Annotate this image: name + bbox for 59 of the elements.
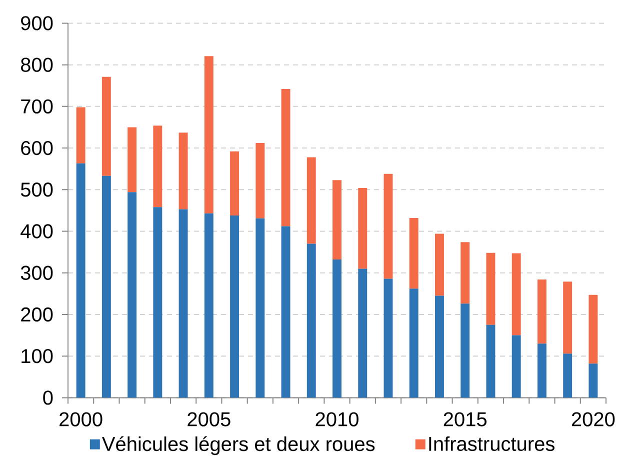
bar [204,213,214,398]
bar [256,218,265,398]
bar [128,192,137,398]
bar [409,218,418,289]
bar [153,207,162,398]
x-tick-label: 2020 [572,412,615,426]
bar [537,280,546,344]
bar [409,288,418,398]
y-tick-label: 700 [21,99,53,114]
y-tick-label: 0 [43,390,53,405]
bar [306,157,316,244]
bar [76,163,86,398]
bar [486,324,496,398]
bar [460,304,470,398]
bar [512,253,521,336]
y-tick-label: 600 [21,140,53,156]
x-tick-label: 2000 [60,412,102,426]
bar [230,151,240,216]
bar [563,282,572,354]
x-tick-label: 2015 [444,412,486,426]
y-tick-label: 900 [21,16,53,30]
y-tick-label: 500 [20,182,53,197]
legend-label: Véhicules légers et deux roues [102,436,375,456]
bar [434,296,444,398]
bar [128,127,137,192]
y-tick-label: 100 [22,349,53,364]
y-tick-label: 400 [20,224,53,238]
bar [102,176,111,398]
bar [358,268,368,398]
y-tick-label: 800 [20,58,53,72]
bar [358,188,368,269]
bar [588,294,598,364]
bar [384,174,393,279]
bar [434,234,444,296]
bar [256,143,265,218]
x-tick-label: 2005 [188,412,230,426]
bar [178,209,188,398]
y-tick-label: 300 [20,266,53,280]
bar [102,76,111,176]
legend-label: Infrastructures [429,436,554,452]
bar [537,344,546,398]
bar [204,56,214,214]
y-tick-label: 200 [21,307,53,322]
bar [281,226,290,398]
bar [460,242,470,304]
bar [281,88,290,226]
bar [332,180,342,260]
bar [588,364,598,398]
bar [153,126,162,208]
bar [486,252,496,325]
bar [563,354,572,398]
bar [178,132,188,210]
x-tick-label: 2010 [316,412,358,426]
bar [512,335,521,398]
bar [230,215,240,398]
bar [332,260,342,398]
bar [384,278,393,398]
bar [306,244,316,398]
bar [76,107,86,164]
